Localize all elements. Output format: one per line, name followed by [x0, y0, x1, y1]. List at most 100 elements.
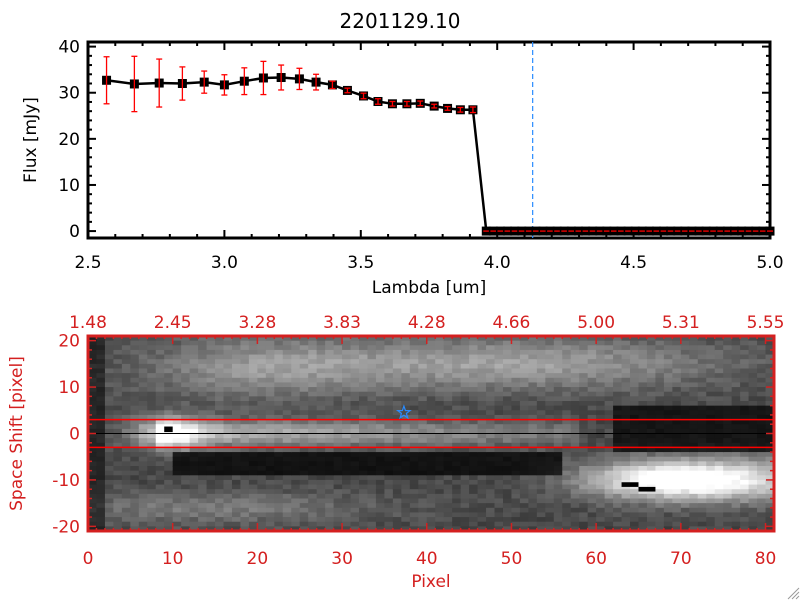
image-pixel	[350, 507, 360, 514]
image-pixel	[680, 405, 690, 411]
image-pixel	[155, 419, 165, 425]
image-pixel	[562, 442, 572, 449]
y-tick-label: 0	[69, 425, 80, 445]
image-pixel	[172, 414, 182, 421]
image-pixel	[723, 466, 733, 472]
image-pixel	[757, 433, 767, 439]
image-pixel	[587, 428, 597, 435]
image-pixel	[579, 470, 589, 476]
image-pixel	[604, 345, 614, 351]
image-pixel	[316, 396, 326, 402]
image-pixel	[765, 368, 775, 374]
image-pixel	[384, 391, 394, 397]
image-pixel	[672, 410, 682, 416]
image-pixel	[765, 503, 775, 509]
image-pixel	[536, 447, 546, 453]
image-pixel	[333, 354, 343, 360]
image-pixel	[706, 470, 716, 476]
image-pixel	[257, 484, 267, 490]
image-pixel	[248, 349, 258, 356]
image-pixel	[316, 466, 326, 472]
image-pixel	[392, 521, 402, 527]
image-pixel	[638, 336, 648, 342]
image-pixel	[147, 442, 157, 449]
image-pixel	[528, 345, 538, 351]
image-pixel	[655, 405, 665, 411]
image-pixel	[765, 438, 775, 444]
image-pixel	[477, 363, 487, 370]
image-pixel	[765, 466, 775, 472]
image-pixel	[104, 387, 115, 393]
image-pixel	[519, 526, 529, 532]
error-bar	[131, 55, 138, 113]
image-pixel	[689, 438, 699, 444]
image-pixel	[697, 382, 707, 388]
image-pixel	[613, 382, 623, 388]
image-pixel	[104, 479, 115, 486]
image-pixel	[367, 526, 377, 532]
image-pixel	[121, 368, 131, 374]
image-pixel	[621, 354, 631, 360]
image-pixel	[689, 433, 699, 439]
image-pixel	[198, 466, 208, 472]
image-pixel	[545, 484, 555, 490]
image-pixel	[426, 456, 436, 462]
image-pixel	[121, 526, 131, 532]
image-pixel	[121, 479, 131, 486]
image-pixel	[113, 424, 123, 430]
image-pixel	[299, 452, 309, 458]
image-pixel	[511, 396, 521, 402]
image-pixel	[680, 479, 690, 486]
image-pixel	[375, 503, 386, 509]
image-pixel	[104, 359, 115, 365]
image-pixel	[596, 498, 606, 504]
image-pixel	[138, 489, 148, 495]
image-pixel	[215, 405, 225, 411]
image-pixel	[672, 507, 682, 514]
image-pixel	[291, 401, 301, 407]
image-pixel	[231, 391, 242, 397]
image-pixel	[570, 401, 580, 407]
image-pixel	[96, 461, 106, 467]
image-pixel	[748, 373, 758, 379]
image-pixel	[198, 414, 208, 421]
image-pixel	[646, 419, 657, 425]
image-pixel	[486, 470, 496, 476]
image-pixel	[384, 507, 394, 514]
image-pixel	[723, 442, 733, 449]
image-pixel	[469, 484, 479, 490]
image-pixel	[757, 359, 767, 365]
image-pixel	[672, 493, 682, 500]
image-pixel	[452, 470, 462, 476]
image-pixel	[392, 419, 402, 425]
image-pixel	[502, 405, 513, 411]
image-pixel	[181, 507, 191, 514]
image-pixel	[426, 452, 436, 458]
image-pixel	[325, 442, 335, 449]
image-pixel	[596, 363, 606, 370]
image-pixel	[282, 377, 292, 384]
image-pixel	[316, 359, 326, 365]
image-pixel	[181, 433, 191, 439]
image-pixel	[765, 387, 775, 393]
image-pixel	[104, 442, 115, 449]
image-pixel	[147, 405, 157, 411]
image-pixel	[426, 382, 436, 388]
image-pixel	[409, 512, 419, 518]
image-pixel	[367, 354, 377, 360]
image-pixel	[401, 382, 411, 388]
image-pixel	[333, 517, 343, 523]
image-pixel	[265, 363, 275, 370]
image-pixel	[714, 507, 724, 514]
image-pixel	[240, 359, 250, 365]
image-pixel	[663, 517, 673, 523]
image-pixel	[104, 526, 115, 532]
image-pixel	[257, 401, 267, 407]
image-pixel	[113, 433, 123, 439]
image-pixel	[299, 387, 309, 393]
image-pixel	[198, 503, 208, 509]
image-pixel	[596, 382, 606, 388]
image-pixel	[655, 410, 665, 416]
image-pixel	[291, 526, 301, 532]
image-pixel	[646, 377, 657, 384]
